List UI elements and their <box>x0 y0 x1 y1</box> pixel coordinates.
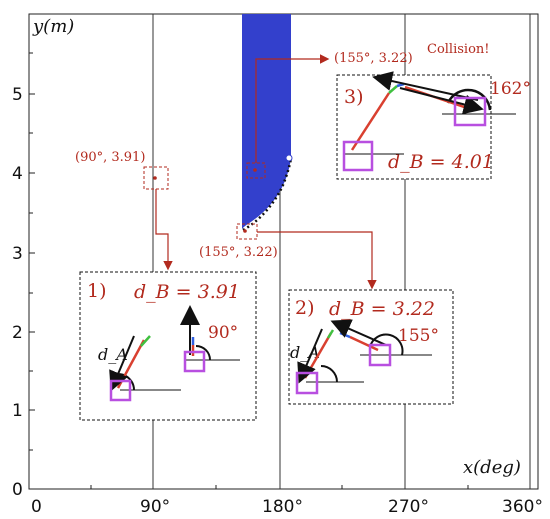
marker-b-leader <box>257 231 377 290</box>
collision-label: Collision! <box>427 42 490 57</box>
y-tick-5: 5 <box>12 85 23 105</box>
box-3-distance: d_B = 4.01 <box>388 151 494 173</box>
marker-b-point <box>243 229 247 233</box>
x-axis-title: x(deg) <box>463 457 521 478</box>
config-box-3: 3) d_B = 4.01 162° <box>336 71 531 180</box>
box-1-arm-label: d_A <box>98 345 128 364</box>
marker-c-box <box>246 162 266 179</box>
box-3-robot-b-base <box>453 96 487 127</box>
marker-a-label: (90°, 3.91) <box>75 150 145 165</box>
y-axis-title: y(m) <box>32 16 74 37</box>
marker-a-point <box>153 176 157 180</box>
box-3-angle: 162° <box>490 79 531 99</box>
box-3-robot-a-base <box>342 140 374 172</box>
box-2-robot-b-base <box>368 343 392 367</box>
marker-a-leader <box>155 189 173 271</box>
box-1-angle: 90° <box>208 323 238 343</box>
trajectory-dots <box>242 157 293 232</box>
box-2-number: 2) <box>295 297 315 319</box>
x-tick-90: 90° <box>140 497 170 517</box>
box-3-number: 3) <box>344 86 364 108</box>
box-2-angle: 155° <box>398 326 439 346</box>
y-tick-1: 1 <box>12 401 23 421</box>
y-tick-3: 3 <box>12 244 23 264</box>
y-tick-4: 4 <box>12 164 23 184</box>
y-tick-0: 0 <box>12 480 23 500</box>
trajectory-end-point <box>285 154 293 162</box>
obstacle-region <box>242 14 291 229</box>
marker-c-label: (155°, 3.22) <box>334 51 413 66</box>
y-tick-2: 2 <box>12 323 23 343</box>
x-tick-180: 180° <box>262 497 303 517</box>
box-2-distance: d_B = 3.22 <box>329 298 435 320</box>
box-2-robot-a-base <box>295 371 319 395</box>
box-1-distance: d_B = 3.91 <box>134 281 240 303</box>
x-ticks <box>90 485 469 489</box>
marker-b-label: (155°, 3.22) <box>199 245 278 260</box>
x-tick-0: 0 <box>31 497 42 517</box>
x-tick-360: 360° <box>502 497 543 517</box>
y-ticks <box>29 52 35 451</box>
box-2-arm-label: d_A <box>290 343 320 362</box>
box-1-number: 1) <box>87 280 107 302</box>
marker-c-leader <box>255 54 330 163</box>
box-1-robot-a-base <box>109 379 132 402</box>
x-tick-270: 270° <box>388 497 429 517</box>
marker-c-point <box>253 168 257 172</box>
config-box-1: 1) d_B = 3.91 90° d_A <box>79 271 257 421</box>
config-box-2: 2) d_B = 3.22 155° d_A <box>288 289 454 405</box>
box-1-robot-b-base <box>183 350 206 373</box>
